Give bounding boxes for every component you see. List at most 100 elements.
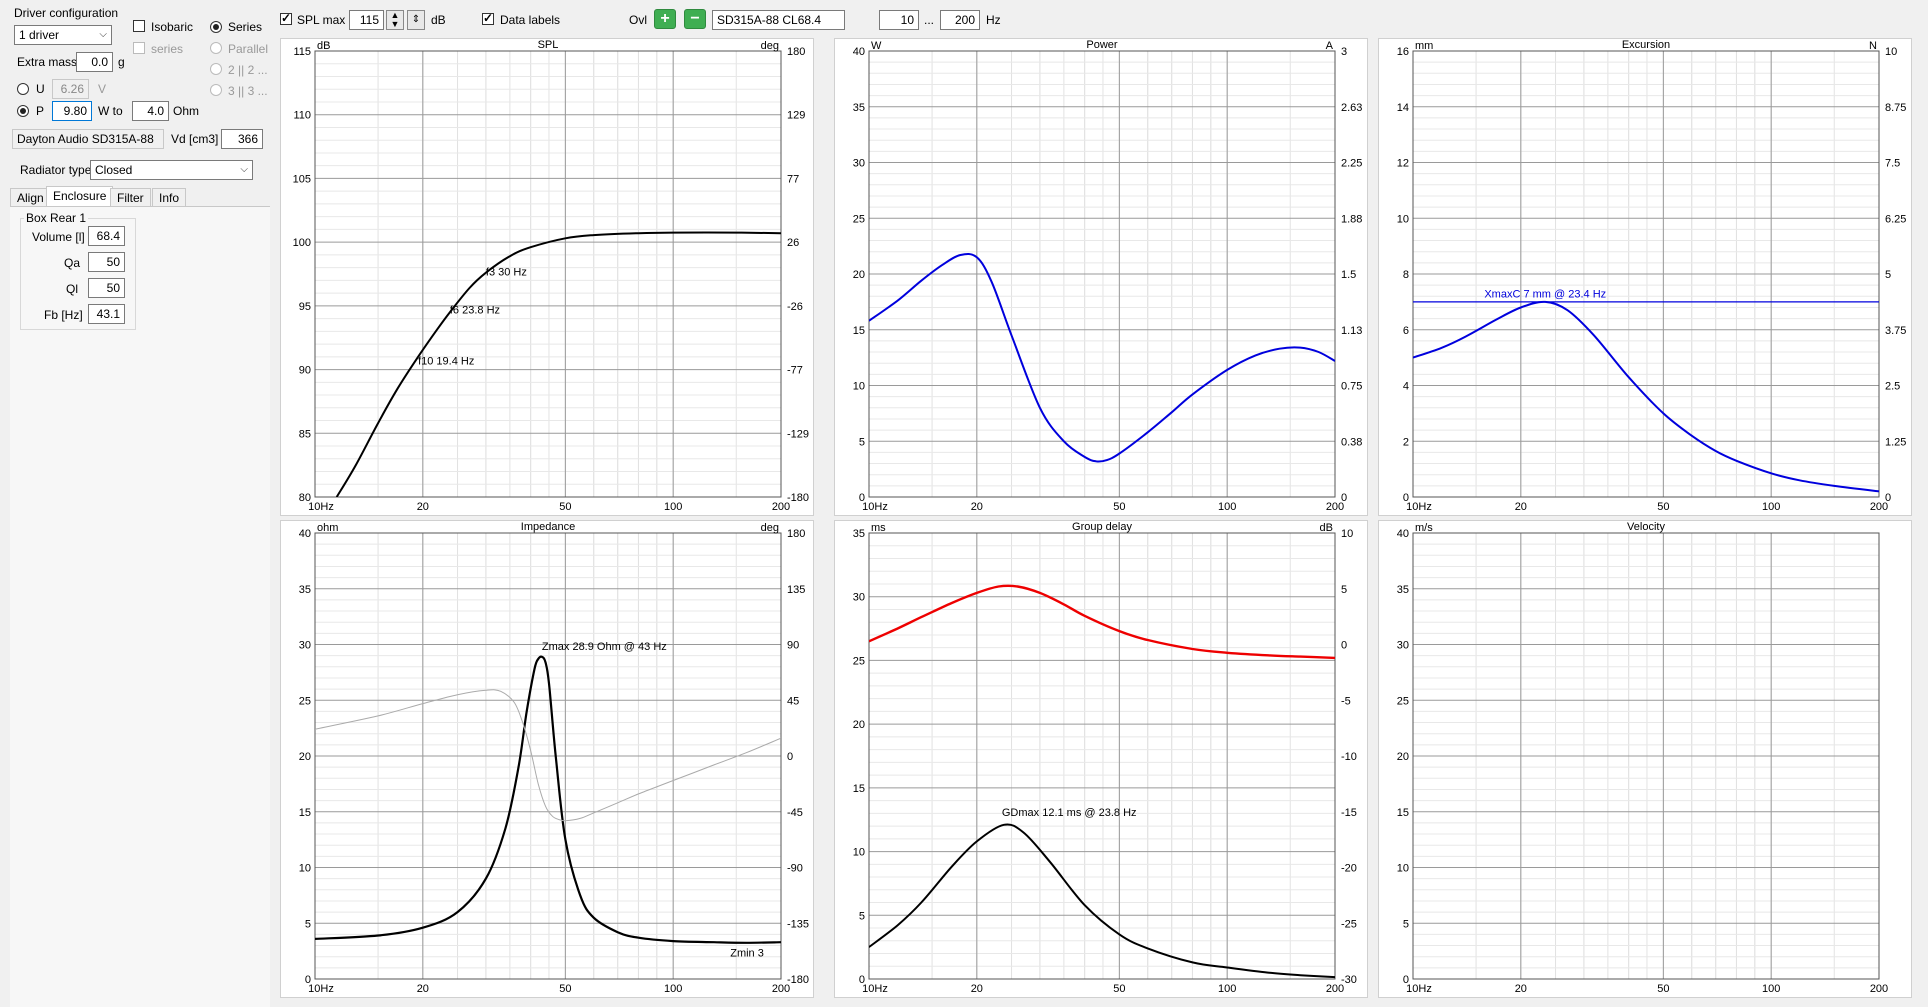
p-radio[interactable] xyxy=(17,105,29,117)
x-tick-label: 200 xyxy=(1870,983,1888,995)
y2-tick-label: 26 xyxy=(787,237,799,249)
data-labels-checkbox[interactable] xyxy=(482,11,494,25)
driver-name-field[interactable]: Dayton Audio SD315A-88 xyxy=(12,129,164,149)
qa-input[interactable]: 50 xyxy=(88,252,125,272)
chart-title: Impedance xyxy=(521,521,575,533)
data-label: f10 19.4 Hz xyxy=(418,355,474,367)
extra-mass-unit: g xyxy=(118,55,125,69)
y-tick-label: 30 xyxy=(853,158,865,170)
volume-input[interactable]: 68.4 xyxy=(88,226,125,246)
three-three-radio[interactable] xyxy=(210,84,222,96)
y2-tick-label: -135 xyxy=(787,918,809,930)
parallel-radio[interactable] xyxy=(210,42,222,54)
data-label: f3 30 Hz xyxy=(486,266,527,278)
y2-tick-label: 129 xyxy=(787,110,805,122)
radiator-type-select[interactable]: Closed ⌵ xyxy=(90,160,253,180)
spl-max-fit-button[interactable]: ⇕ xyxy=(407,10,425,30)
volume-label: Volume [l] xyxy=(32,230,85,244)
x-tick-label: 20 xyxy=(417,501,429,513)
series-sub-checkbox[interactable] xyxy=(133,42,145,54)
driver-count-select[interactable]: 1 driver ⌵ xyxy=(14,25,112,45)
plot-frame xyxy=(1412,532,1880,980)
tab-filter[interactable]: Filter xyxy=(110,188,151,207)
u-radio[interactable] xyxy=(17,83,29,95)
left-unit-label: m/s xyxy=(1415,522,1433,534)
tab-enclosure[interactable]: Enclosure xyxy=(46,186,114,207)
y2-tick-label: 10 xyxy=(1885,46,1897,58)
x-tick-label: 100 xyxy=(1762,983,1780,995)
series-line-0 xyxy=(869,252,1335,463)
add-overlay-button[interactable]: + xyxy=(654,9,676,29)
left-unit-label: W xyxy=(871,40,882,52)
db-label: dB xyxy=(431,13,446,27)
two-two-radio[interactable] xyxy=(210,63,222,75)
series-radio[interactable] xyxy=(210,21,222,33)
y-tick-label: 30 xyxy=(299,640,311,652)
x-tick-label: 100 xyxy=(664,501,682,513)
parallel-label: Parallel xyxy=(228,42,269,56)
fb-input[interactable]: 43.1 xyxy=(88,304,125,324)
y-tick-label: 6 xyxy=(1403,325,1409,337)
y-tick-label: 15 xyxy=(853,325,865,337)
x-tick-label: 50 xyxy=(559,501,571,513)
y2-tick-label: 8.75 xyxy=(1885,102,1906,114)
freq-from-input[interactable]: 10 xyxy=(879,10,919,30)
three-three-label: 3 || 3 ... xyxy=(228,84,268,98)
y2-tick-label: -90 xyxy=(787,863,803,875)
chevron-down-icon: ⌵ xyxy=(99,29,107,40)
x-tick-label: 10Hz xyxy=(308,501,334,513)
y-tick-label: 95 xyxy=(299,301,311,313)
series-line-1 xyxy=(869,584,1335,660)
radiator-type-value: Closed xyxy=(95,163,133,177)
u-label: U xyxy=(36,82,45,96)
ohm-input[interactable]: 4.0 xyxy=(132,101,169,121)
right-unit-label: dB xyxy=(1320,522,1333,534)
x-tick-label: 50 xyxy=(1657,983,1669,995)
x-tick-label: 20 xyxy=(417,983,429,995)
y-tick-label: 0 xyxy=(859,974,865,986)
freq-range-separator: ... xyxy=(924,13,935,27)
y-tick-label: 30 xyxy=(1397,640,1409,652)
y-tick-label: 105 xyxy=(293,173,311,185)
spl-max-checkbox[interactable] xyxy=(280,11,292,25)
remove-overlay-button[interactable]: − xyxy=(684,9,706,29)
p-label: P xyxy=(36,104,45,118)
p-unit: W to xyxy=(98,104,123,118)
y2-tick-label: 0 xyxy=(787,751,793,763)
freq-to-input[interactable]: 200 xyxy=(940,10,980,30)
u-unit: V xyxy=(98,82,107,96)
velocity-chart-panel: 40 35 30 25 20 15 10 5 0 10Hz 20 50 100 200 Velocity m/… xyxy=(1378,520,1912,998)
data-labels-label: Data labels xyxy=(500,13,561,27)
overlay-name-field[interactable]: SD315A-88 CL68.4 xyxy=(712,10,845,30)
x-tick-label: 50 xyxy=(559,983,571,995)
x-tick-label: 200 xyxy=(1326,501,1344,513)
y2-tick-label: -15 xyxy=(1341,807,1357,819)
y-tick-label: 25 xyxy=(299,695,311,707)
vd-input[interactable]: 366 xyxy=(221,129,263,149)
plot-frame xyxy=(314,532,782,980)
x-tick-label: 20 xyxy=(971,501,983,513)
y-tick-label: 35 xyxy=(1397,584,1409,596)
data-label: Zmin 3 xyxy=(730,948,764,960)
spl-max-input[interactable]: 115 xyxy=(349,10,384,30)
u-input[interactable]: 6.26 xyxy=(52,79,89,99)
plot-frame xyxy=(314,50,782,498)
y-tick-label: 25 xyxy=(1397,695,1409,707)
ql-input[interactable]: 50 xyxy=(88,278,125,298)
y-tick-label: 8 xyxy=(1403,269,1409,281)
isobaric-checkbox[interactable] xyxy=(133,20,145,32)
p-input[interactable]: 9.80 xyxy=(52,101,92,121)
y-tick-label: 85 xyxy=(299,428,311,440)
tab-align[interactable]: Align xyxy=(10,188,51,207)
tab-info[interactable]: Info xyxy=(152,188,187,207)
series-line-0 xyxy=(335,231,781,497)
ohm-unit: Ohm xyxy=(173,104,200,118)
x-tick-label: 10Hz xyxy=(862,501,888,513)
spl-max-spinner[interactable]: ▲ ▼ xyxy=(386,10,404,30)
series-line-1 xyxy=(315,689,781,822)
y-tick-label: 5 xyxy=(305,918,311,930)
extra-mass-input[interactable]: 0.0 xyxy=(76,52,113,72)
y2-tick-label: -180 xyxy=(787,492,809,504)
excursion-chart: 1614121086420108.757.56.2553.752.51.2501… xyxy=(1397,39,1907,513)
